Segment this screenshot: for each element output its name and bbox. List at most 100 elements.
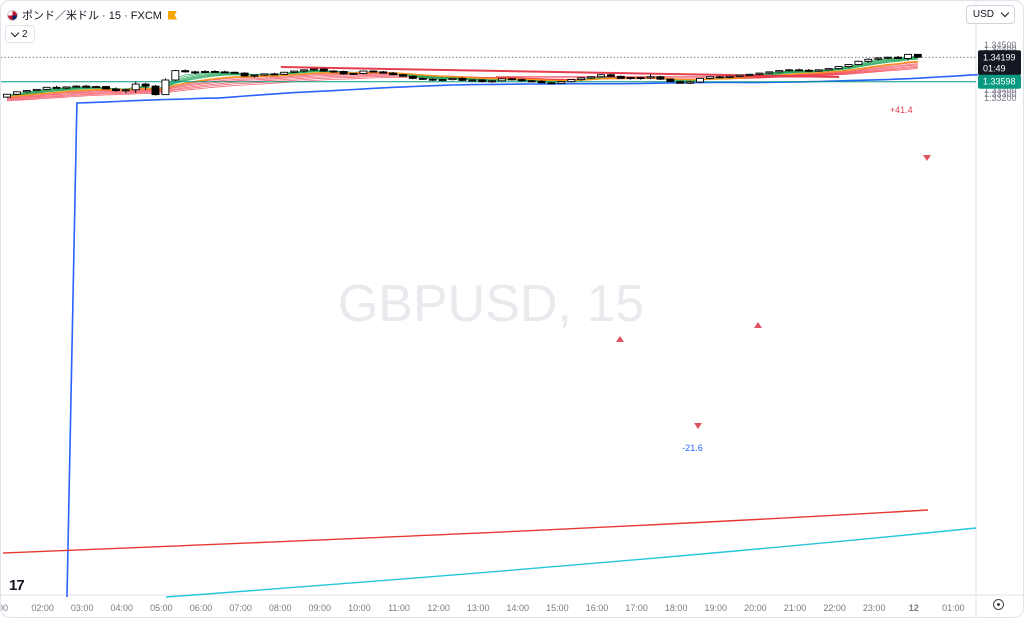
bar-countdown: 01:49 — [983, 63, 1006, 73]
candle-body — [517, 79, 526, 82]
candle-body — [705, 76, 714, 79]
indicator-toggle-button[interactable]: 2 — [5, 25, 35, 43]
candle-body — [319, 68, 328, 72]
gear-icon[interactable] — [993, 599, 1004, 610]
candle-body — [676, 81, 685, 84]
price-tick-label: 1.33400 — [984, 85, 1017, 95]
symbol-header[interactable]: ポンド／米ドル · 15 · FXCM — [7, 6, 177, 24]
candle-body — [616, 75, 625, 79]
price-tick-label: 1.33300 — [984, 89, 1017, 99]
candle-body — [884, 56, 893, 59]
candle-body — [428, 78, 437, 81]
up-arrow-marker — [616, 336, 624, 342]
candle-body — [92, 86, 101, 88]
watermark-text: GBPUSD, 15 — [338, 275, 644, 333]
candle-body — [765, 71, 774, 74]
candle-body — [567, 79, 576, 83]
currency-label: USD — [972, 9, 994, 20]
candle-body — [12, 91, 21, 95]
indicator-count: 2 — [22, 28, 28, 40]
candle-body — [102, 86, 110, 90]
candle-body — [210, 71, 219, 73]
candle-body — [220, 71, 229, 74]
time-tick-label: 18:00 — [665, 603, 688, 613]
hline-price-badge — [978, 74, 1021, 89]
candle-body — [438, 79, 447, 82]
time-tick-label: 05:00 — [150, 603, 173, 613]
candle-body — [359, 70, 368, 74]
candle-body — [408, 75, 417, 79]
candle-body — [913, 53, 922, 58]
candle-body — [260, 73, 269, 76]
candle-body — [745, 73, 754, 76]
candle-body — [161, 79, 170, 96]
time-tick-label: 12 — [909, 603, 919, 613]
candle-body — [42, 86, 51, 90]
candle-body — [478, 79, 487, 83]
candle-body — [309, 68, 318, 71]
time-tick-label: 16:00 — [586, 603, 609, 613]
time-tick-label: 14:00 — [507, 603, 530, 613]
candle-body — [646, 76, 655, 79]
candle-body — [62, 86, 71, 89]
candle-body — [725, 75, 734, 79]
candle-body — [804, 69, 813, 72]
candle-body — [181, 70, 190, 73]
candle-body — [656, 76, 665, 80]
candle-body — [864, 58, 873, 62]
candle-body — [339, 71, 348, 75]
low-change-label: -21.6 — [682, 443, 703, 453]
candle-body — [418, 77, 427, 80]
up-arrow-marker — [754, 322, 762, 328]
candle-body — [52, 86, 61, 89]
time-tick-label: 01:00 — [942, 603, 965, 613]
long-red-ma-line — [2, 509, 929, 554]
candle-body — [686, 81, 695, 84]
currency-select[interactable]: USD — [965, 5, 1015, 24]
symbol-title: ポンド／米ドル · 15 · FXCM — [22, 10, 162, 22]
candle-body — [32, 88, 41, 92]
candle-body — [141, 83, 150, 87]
candle-body — [468, 79, 477, 82]
price-tick-label: 1.34400 — [984, 44, 1017, 54]
candle-body — [488, 80, 497, 83]
down-arrow-marker — [694, 423, 702, 429]
tradingview-logo-icon[interactable]: 17 — [9, 577, 25, 594]
candle-body — [171, 70, 180, 81]
candle-body — [626, 77, 635, 80]
candle-body — [240, 72, 249, 77]
candle-body — [111, 88, 120, 92]
time-tick-label: 19:00 — [705, 603, 728, 613]
candle-body — [498, 78, 506, 82]
candle-body — [82, 85, 91, 88]
candle-body — [577, 77, 586, 81]
candle-body — [448, 77, 457, 81]
price-tick-label: 1.34500 — [984, 40, 1017, 50]
time-tick-label: 17:00 — [625, 603, 648, 613]
candle-body — [349, 73, 358, 75]
candle-body — [735, 74, 744, 77]
candle-body — [587, 76, 596, 79]
candle-body — [527, 80, 536, 83]
down-arrow-marker — [923, 155, 931, 161]
time-tick-label: 15:00 — [546, 603, 569, 613]
candle-body — [270, 73, 279, 76]
candle-body — [715, 76, 724, 79]
time-tick-label: 08:00 — [269, 603, 292, 613]
time-tick-label: 07:00 — [229, 603, 252, 613]
candle-body — [557, 81, 566, 84]
candle-body — [507, 78, 516, 81]
candle-body — [290, 70, 299, 73]
candle-body — [280, 71, 289, 75]
candle-body — [250, 74, 259, 77]
candle-body — [795, 69, 803, 72]
candle-body — [22, 90, 31, 93]
time-tick-label: 04:00 — [111, 603, 134, 613]
high-change-label: +41.4 — [890, 105, 913, 115]
time-tick-label: 23:00 — [863, 603, 886, 613]
time-tick-label: 21:00 — [784, 603, 807, 613]
candle-body — [636, 77, 645, 80]
candle-body — [666, 78, 675, 83]
